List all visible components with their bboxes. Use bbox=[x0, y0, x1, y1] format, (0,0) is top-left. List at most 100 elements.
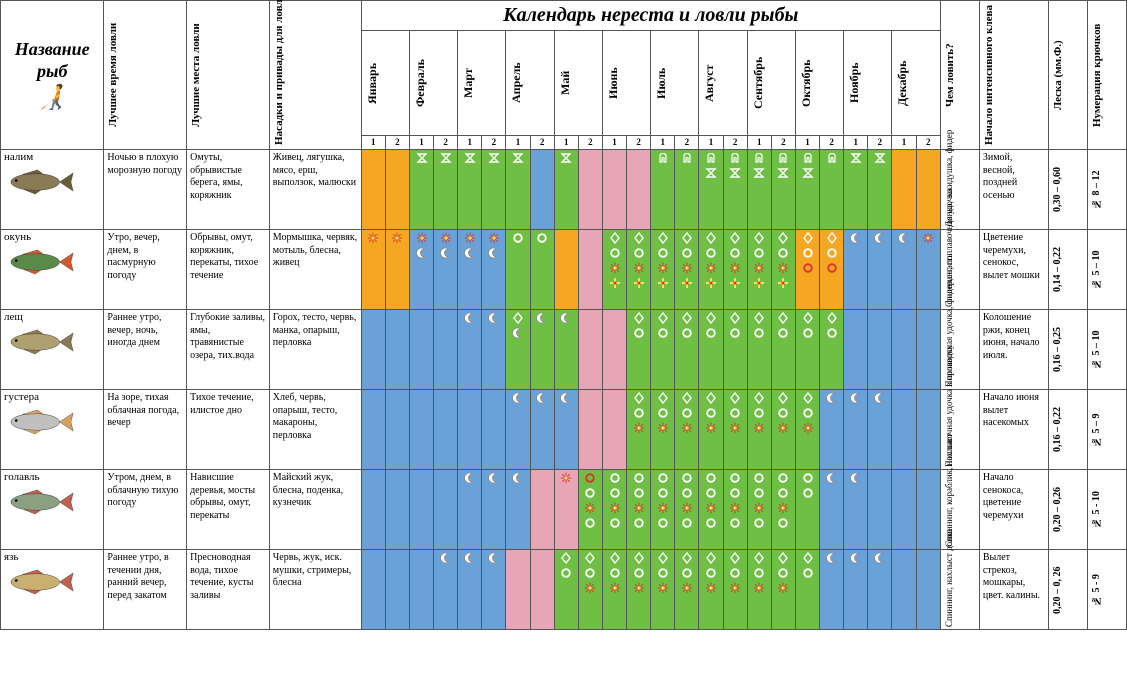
calendar-cell bbox=[434, 310, 458, 390]
calendar-cell bbox=[554, 310, 578, 390]
calendar-cell bbox=[892, 230, 916, 310]
fish-best-place: Обрывы, омут, коряжник, перекаты, тихое … bbox=[187, 230, 270, 310]
half-label: 1 bbox=[409, 136, 433, 150]
fish-intensive: Зимой, весной, поздней осенью bbox=[979, 150, 1048, 230]
fish-best-time: Раннее утро, в течении дня, ранний вечер… bbox=[104, 550, 187, 630]
calendar-cell bbox=[482, 550, 506, 630]
col-intensive: Начало интенсивного клева bbox=[979, 1, 1048, 150]
fish-best-time: Утром, днем, в облачную тихую погоду bbox=[104, 470, 187, 550]
calendar-cell bbox=[458, 150, 482, 230]
fish-icon bbox=[1, 166, 103, 226]
half-label: 2 bbox=[578, 136, 602, 150]
calendar-cell bbox=[651, 470, 675, 550]
fish-icon bbox=[1, 486, 103, 546]
calendar-cell bbox=[385, 150, 409, 230]
fish-icon bbox=[1, 566, 103, 626]
fish-row: окунь Утро, вечер, днем, в пасмурную пог… bbox=[1, 230, 1127, 310]
fish-row: язь Раннее утро, в течении дня, ранний в… bbox=[1, 550, 1127, 630]
calendar-cell bbox=[820, 550, 844, 630]
fish-name-cell: голавль bbox=[1, 470, 104, 550]
fish-line: 0,14 – 0,22 bbox=[1048, 230, 1087, 310]
fish-name-cell: налим bbox=[1, 150, 104, 230]
half-label: 1 bbox=[844, 136, 868, 150]
month-Март: Март bbox=[458, 31, 506, 136]
calendar-cell bbox=[361, 230, 385, 310]
fish-best-place: Омуты, обрывистые берега, ямы, коряжник bbox=[187, 150, 270, 230]
calendar-cell bbox=[868, 310, 892, 390]
calendar-cell bbox=[602, 390, 626, 470]
fish-line: 0,16 – 0,25 bbox=[1048, 310, 1087, 390]
fish-name-cell: лещ bbox=[1, 310, 104, 390]
calendar-cell bbox=[723, 310, 747, 390]
calendar-cell bbox=[602, 150, 626, 230]
fish-intensive: Колошение ржи, конец июня, начало июля. bbox=[979, 310, 1048, 390]
calendar-cell bbox=[771, 550, 795, 630]
half-label: 1 bbox=[361, 136, 385, 150]
fish-bait: Горох, тесто, червь, манка, опарыш, перл… bbox=[269, 310, 361, 390]
calendar-cell bbox=[506, 390, 530, 470]
calendar-cell bbox=[434, 390, 458, 470]
fish-bait: Червь, жук, иск. мушки, стримеры, блесна bbox=[269, 550, 361, 630]
calendar-cell bbox=[771, 150, 795, 230]
half-label: 2 bbox=[723, 136, 747, 150]
calendar-cell bbox=[651, 550, 675, 630]
calendar-cell bbox=[409, 390, 433, 470]
calendar-cell bbox=[675, 470, 699, 550]
calendar-cell bbox=[699, 230, 723, 310]
fish-line: 0,20 – 0, 26 bbox=[1048, 550, 1087, 630]
calendar-cell bbox=[844, 550, 868, 630]
calendar-cell bbox=[602, 550, 626, 630]
fish-intensive: Цветение черемухи, сенокос, вылет мошки bbox=[979, 230, 1048, 310]
calendar-cell bbox=[627, 470, 651, 550]
half-label: 2 bbox=[820, 136, 844, 150]
calendar-cell bbox=[795, 310, 819, 390]
fish-best-time: На зоре, тихая облачная погода, вечер bbox=[104, 390, 187, 470]
fish-hooks: № 5 - 9 bbox=[1087, 550, 1126, 630]
month-Июль: Июль bbox=[651, 31, 699, 136]
fish-line: 0,16 – 0,22 bbox=[1048, 390, 1087, 470]
calendar-cell bbox=[795, 470, 819, 550]
calendar-cell bbox=[506, 310, 530, 390]
half-label: 2 bbox=[771, 136, 795, 150]
calendar-cell bbox=[651, 310, 675, 390]
fish-icon bbox=[1, 406, 103, 466]
half-label: 2 bbox=[530, 136, 554, 150]
fish-best-time: Раннее утро, вечер, ночь, иногда днем bbox=[104, 310, 187, 390]
col-tackle: Чем ловить? bbox=[940, 1, 979, 150]
calendar-cell bbox=[820, 470, 844, 550]
calendar-cell bbox=[844, 390, 868, 470]
calendar-cell bbox=[578, 150, 602, 230]
calendar-cell bbox=[747, 550, 771, 630]
calendar-cell bbox=[602, 230, 626, 310]
half-label: 2 bbox=[868, 136, 892, 150]
calendar-cell bbox=[554, 150, 578, 230]
calendar-cell bbox=[868, 470, 892, 550]
calendar-cell bbox=[554, 470, 578, 550]
calendar-cell bbox=[458, 230, 482, 310]
calendar-cell bbox=[385, 390, 409, 470]
fish-row: голавль Утром, днем, в облачную тихую по… bbox=[1, 470, 1127, 550]
fish-intensive: Начало сенокоса, цветение черемухи bbox=[979, 470, 1048, 550]
calendar-cell bbox=[409, 470, 433, 550]
calendar-cell bbox=[409, 230, 433, 310]
fish-row: густера На зоре, тихая облачная погода, … bbox=[1, 390, 1127, 470]
calendar-cell bbox=[530, 390, 554, 470]
fish-bait: Мормышка, червяк, мотыль, блесна, живец bbox=[269, 230, 361, 310]
half-label: 2 bbox=[916, 136, 940, 150]
fish-row: лещ Раннее утро, вечер, ночь, иногда дне… bbox=[1, 310, 1127, 390]
calendar-cell bbox=[409, 550, 433, 630]
calendar-cell bbox=[627, 310, 651, 390]
calendar-cell bbox=[868, 390, 892, 470]
calendar-cell bbox=[747, 230, 771, 310]
calendar-cell bbox=[747, 470, 771, 550]
calendar-cell bbox=[458, 550, 482, 630]
calendar-title: Календарь нереста и ловли рыбы bbox=[361, 1, 940, 31]
fish-hooks: № 5 – 10 bbox=[1087, 310, 1126, 390]
fish-name: окунь bbox=[1, 230, 103, 246]
calendar-cell bbox=[916, 230, 940, 310]
calendar-cell bbox=[723, 550, 747, 630]
calendar-cell bbox=[795, 150, 819, 230]
calendar-cell bbox=[458, 470, 482, 550]
calendar-cell bbox=[699, 390, 723, 470]
calendar-cell bbox=[675, 390, 699, 470]
